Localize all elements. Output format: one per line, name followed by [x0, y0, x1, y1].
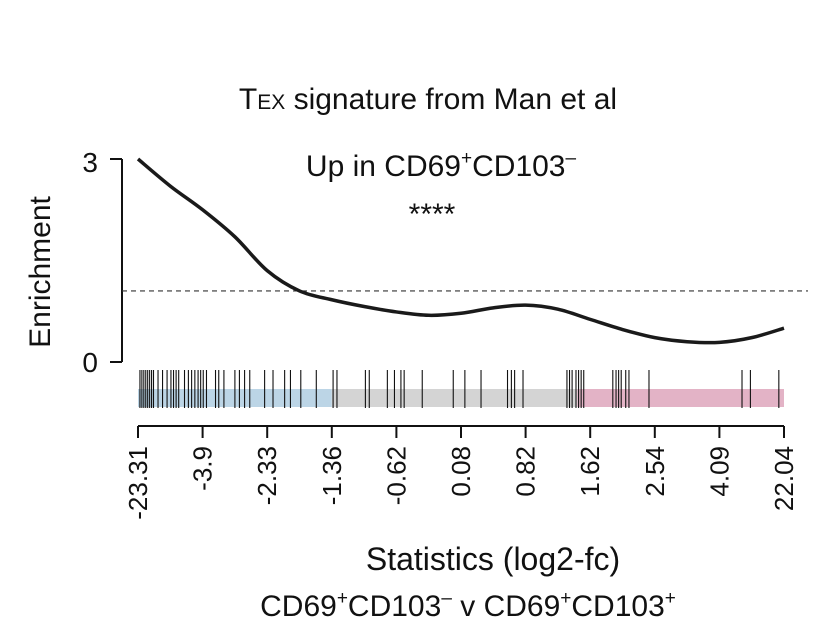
- rug-band-1: [331, 389, 578, 407]
- comparison-d: CD103: [571, 590, 664, 623]
- x-axis-label-inner: log2-fc: [513, 541, 609, 577]
- x-tick-label-5: 0.08: [446, 446, 476, 497]
- comparison-label: CD69+CD103– v CD69+CD103+: [260, 588, 676, 623]
- x-tick-label-1: -3.9: [188, 446, 218, 491]
- annotation-mid: CD103: [472, 150, 565, 183]
- x-tick-label-3: -1.36: [317, 446, 347, 505]
- x-tick-label-9: 4.09: [704, 446, 734, 497]
- chart-title-subscript: EX: [257, 91, 285, 114]
- chart-title-rest: signature from Man et al: [285, 83, 617, 116]
- x-tick-label-0: -23.31: [123, 446, 153, 520]
- x-tick-label-8: 2.54: [640, 446, 670, 497]
- x-tick-label-6: 0.82: [511, 446, 541, 497]
- significance-stars: ****: [409, 198, 456, 231]
- x-tick-label-7: 1.62: [575, 446, 605, 497]
- comparison-c: CD69: [484, 590, 561, 623]
- rug-band-2: [577, 389, 784, 407]
- annotation-sup1: +: [461, 148, 472, 169]
- comparison-a: CD69: [260, 590, 337, 623]
- x-axis-label: Statistics (log2-fc): [366, 541, 620, 577]
- plot-area: [122, 157, 808, 408]
- comparison-b-sup: –: [441, 588, 452, 609]
- x-axis: -23.31 -3.9 -2.33 -1.36 -0.62 0.08 0.82 1.62 2.5…: [123, 425, 799, 520]
- comparison-v: v: [452, 590, 484, 623]
- chart-title: TEX signature from Man et al: [239, 83, 617, 116]
- annotation-prefix: Up in CD69: [306, 150, 461, 183]
- x-axis-label-close: ): [609, 541, 620, 577]
- annotation-sup2: –: [566, 148, 577, 169]
- comparison-c-sup: +: [560, 588, 571, 609]
- enrichment-annotation: Up in CD69+CD103–: [306, 148, 577, 183]
- y-axis-label: Enrichment: [24, 195, 57, 347]
- comparison-a-sup: +: [337, 588, 348, 609]
- x-tick-label-2: -2.33: [252, 446, 282, 505]
- chart-title-main: T: [239, 83, 257, 116]
- y-tick-label-3: 3: [82, 147, 98, 178]
- comparison-d-sup: +: [665, 588, 676, 609]
- x-tick-label-4: -0.62: [381, 446, 411, 505]
- y-axis: 3 0 Enrichment: [24, 147, 123, 378]
- x-tick-label-10: 22.04: [769, 446, 799, 511]
- comparison-b: CD103: [348, 590, 441, 623]
- enrichment-curve: [136, 157, 785, 345]
- y-tick-label-0: 0: [82, 347, 98, 378]
- x-axis-label-main: Statistics (: [366, 541, 514, 577]
